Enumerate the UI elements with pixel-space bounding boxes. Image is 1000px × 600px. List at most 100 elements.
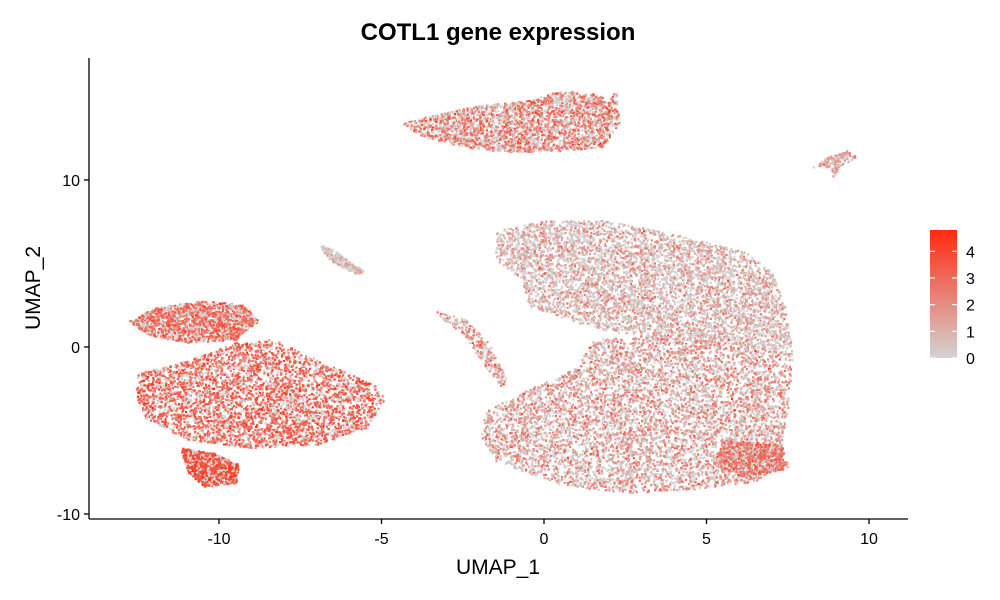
cell-point [444,125,446,127]
cell-point [512,102,514,104]
cell-point [432,123,434,125]
cell-point [447,122,449,124]
cell-point [601,132,603,134]
cell-point [557,125,559,127]
cell-point [206,308,208,310]
cell-point [178,332,180,334]
cell-point [184,318,186,320]
cell-point [559,150,561,152]
cell-point [372,406,374,408]
cell-point [561,95,563,97]
cell-point [544,123,546,125]
cell-point [603,101,605,103]
cell-point [150,323,152,325]
cell-point [545,101,547,103]
cell-point [438,139,440,141]
cell-point [473,140,475,142]
cell-point [432,136,434,138]
cell-point [611,108,613,110]
cell-point [555,95,557,97]
cell-point [552,126,554,128]
cell-point [544,118,546,120]
cell-point [251,315,253,317]
cell-point [594,115,596,117]
cell-point [616,103,618,105]
cell-point [570,118,572,120]
cell-point [442,116,444,118]
cell-point [440,125,442,127]
cell-point [319,412,321,414]
cell-point [182,308,184,310]
cell-point [419,124,421,126]
cell-point [510,143,512,145]
cell-point [605,127,607,129]
cell-point [241,311,243,313]
cell-point [222,335,224,337]
cell-point [230,332,232,334]
cell-point [234,338,236,340]
cell-point [554,124,556,126]
cell-point [240,331,242,333]
cell-point [552,93,554,95]
cell-point [587,147,589,149]
cell-point [454,113,456,115]
cell-point [154,316,156,318]
cell-point [549,136,551,138]
cell-point [248,326,250,328]
cell-point [138,325,140,327]
cell-point [567,125,569,127]
cell-point [430,119,432,121]
cell-point [547,112,549,114]
cell-point [593,128,595,130]
cell-point [148,328,150,330]
cell-point [461,118,463,120]
cell-point [509,107,511,109]
cell-point [556,112,558,114]
cell-point [524,128,526,130]
cell-point [430,116,432,118]
cell-point [565,102,567,104]
cell-point [249,322,251,324]
cell-point [514,110,516,112]
cell-point [247,318,249,320]
cell-point [512,142,514,144]
cell-point [429,135,431,137]
cell-point [604,141,606,143]
cell-point [516,136,518,138]
cell-point [568,110,570,112]
cell-point [517,108,519,110]
cell-point [554,100,556,102]
cell-point [161,331,163,333]
cell-point [445,117,447,119]
cell-point [590,133,592,135]
cell-point [421,118,423,120]
cell-point [487,140,489,142]
cell-point [196,313,198,315]
cell-point [188,439,190,441]
cell-point [504,141,506,143]
cell-point [232,334,234,336]
cell-point [578,139,580,141]
cell-point [537,126,539,128]
cell-point [486,148,488,150]
cell-point [499,113,501,115]
cell-point [488,147,490,149]
cell-point [424,135,426,137]
cell-point [439,130,441,132]
cell-point [209,323,211,325]
cell-point [433,118,435,120]
cell-point [199,313,201,315]
cell-point [244,384,246,386]
cell-point [198,339,200,341]
cell-point [243,310,245,312]
cell-point [255,321,257,323]
cell-point [358,427,360,429]
cell-point [523,109,525,111]
cell-point [354,417,356,419]
cell-point [584,129,586,131]
cell-point [612,100,614,102]
cell-point [567,142,569,144]
cell-point [446,134,448,136]
cell-point [558,148,560,150]
cell-point [203,332,205,334]
